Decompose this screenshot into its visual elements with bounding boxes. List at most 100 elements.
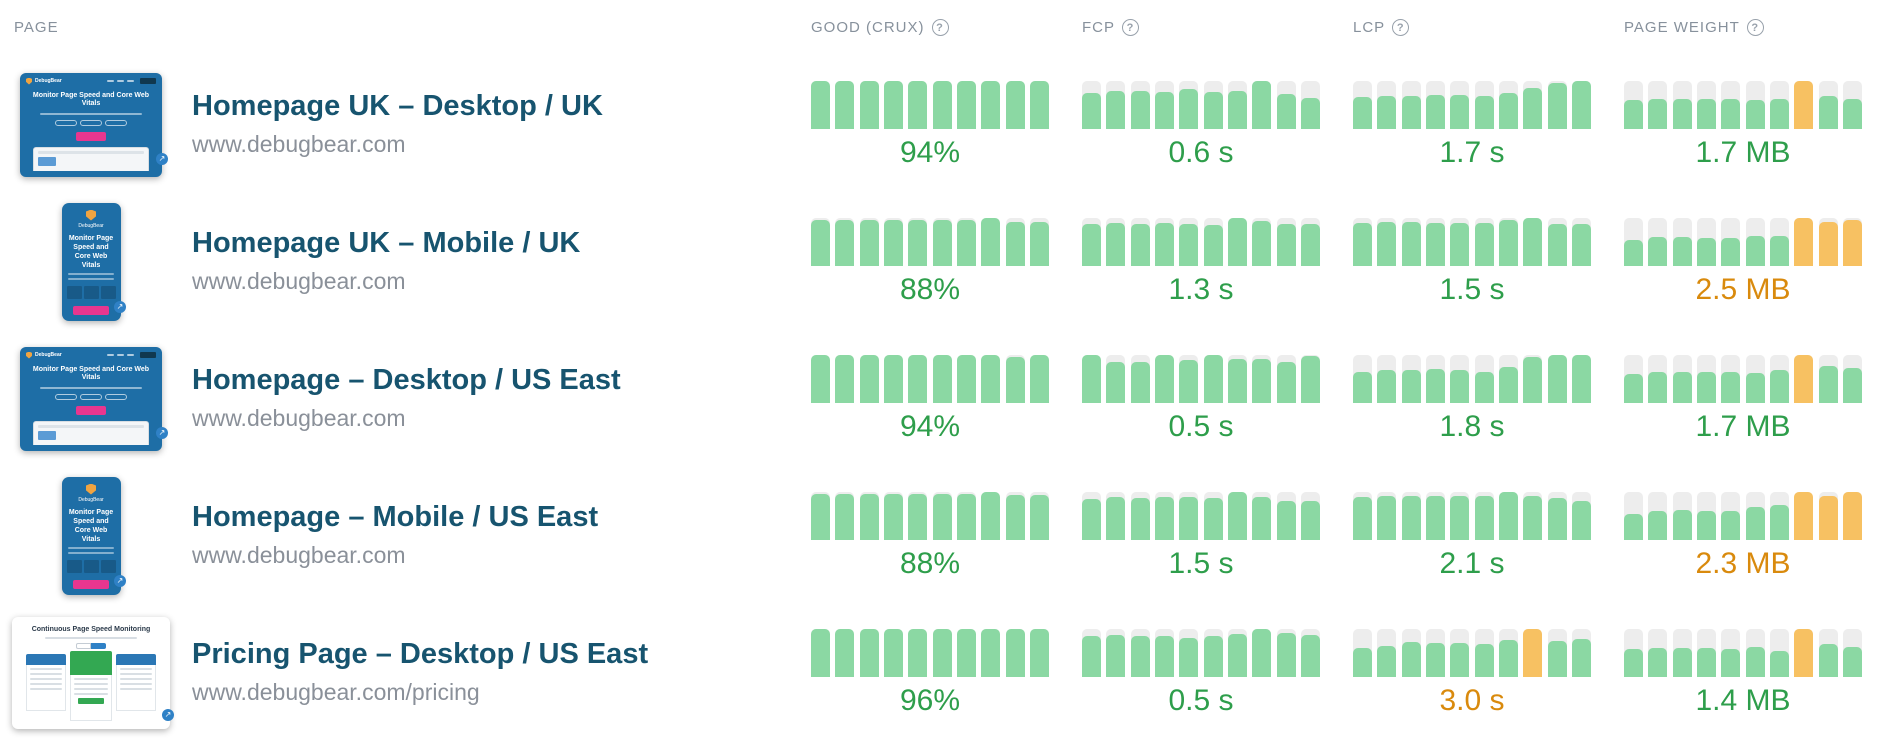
history-bar[interactable] — [1179, 355, 1199, 403]
history-bar[interactable] — [1005, 81, 1025, 129]
history-bar[interactable] — [1106, 629, 1126, 677]
history-bar[interactable] — [1547, 81, 1567, 129]
history-bar[interactable] — [1648, 492, 1668, 540]
page-row[interactable]: DebugBear Monitor Page Speed and Core We… — [0, 467, 1886, 604]
history-bar[interactable] — [1818, 355, 1838, 403]
history-bar[interactable] — [1029, 218, 1049, 266]
history-bar[interactable] — [981, 81, 1001, 129]
expand-icon[interactable]: ↗ — [114, 300, 126, 313]
history-bar[interactable] — [981, 355, 1001, 403]
history-bar[interactable] — [1721, 629, 1741, 677]
history-bar[interactable] — [1005, 355, 1025, 403]
history-bar[interactable] — [1818, 629, 1838, 677]
history-bar[interactable] — [1547, 492, 1567, 540]
history-bar[interactable] — [1029, 492, 1049, 540]
history-bar[interactable] — [1154, 492, 1174, 540]
history-bar[interactable] — [1154, 81, 1174, 129]
help-icon[interactable]: ? — [931, 19, 949, 36]
history-bar[interactable] — [1252, 629, 1272, 677]
page-row[interactable]: DebugBear Monitor Page Speed and Core We… — [0, 193, 1886, 330]
history-bar[interactable] — [1179, 492, 1199, 540]
history-bar[interactable] — [1547, 218, 1567, 266]
help-icon[interactable]: ? — [1746, 19, 1764, 36]
history-bar[interactable] — [1401, 492, 1421, 540]
history-bar[interactable] — [811, 81, 830, 129]
history-bar[interactable] — [1672, 218, 1692, 266]
expand-icon[interactable]: ↗ — [156, 426, 168, 439]
history-bar[interactable] — [1842, 492, 1862, 540]
history-bar[interactable] — [1401, 355, 1421, 403]
history-bar[interactable] — [1571, 629, 1591, 677]
history-bar[interactable] — [1745, 218, 1765, 266]
history-bar[interactable] — [1300, 218, 1320, 266]
history-bar[interactable] — [1353, 492, 1372, 540]
history-bar[interactable] — [1203, 81, 1223, 129]
history-bar[interactable] — [1005, 492, 1025, 540]
history-bar[interactable] — [1571, 218, 1591, 266]
history-bar[interactable] — [1745, 492, 1765, 540]
history-bar[interactable] — [883, 355, 903, 403]
history-bar[interactable] — [1353, 629, 1372, 677]
history-bar[interactable] — [908, 492, 928, 540]
history-bar[interactable] — [1377, 218, 1397, 266]
history-bar[interactable] — [1474, 81, 1494, 129]
history-bar[interactable] — [1401, 629, 1421, 677]
history-bar[interactable] — [883, 81, 903, 129]
history-bar[interactable] — [1523, 355, 1543, 403]
page-thumbnail[interactable]: DebugBear Monitor Page Speed and Core We… — [0, 476, 182, 595]
history-bar[interactable] — [1672, 629, 1692, 677]
history-bar[interactable] — [981, 492, 1001, 540]
history-bar[interactable] — [908, 81, 928, 129]
history-bar[interactable] — [1377, 81, 1397, 129]
history-bar[interactable] — [1842, 355, 1862, 403]
history-bar[interactable] — [835, 492, 855, 540]
history-bar[interactable] — [981, 218, 1001, 266]
page-row[interactable]: Continuous Page Speed Monitoring — [0, 604, 1886, 741]
history-bar[interactable] — [956, 629, 976, 677]
history-bar[interactable] — [1082, 81, 1101, 129]
history-bar[interactable] — [1130, 629, 1150, 677]
expand-icon[interactable]: ↗ — [162, 708, 174, 721]
history-bar[interactable] — [1696, 355, 1716, 403]
history-bar[interactable] — [1696, 492, 1716, 540]
history-bar[interactable] — [1276, 218, 1296, 266]
history-bar[interactable] — [1624, 355, 1643, 403]
history-bar[interactable] — [811, 492, 830, 540]
page-title[interactable]: Homepage UK – Mobile / UK — [192, 227, 581, 260]
history-bar[interactable] — [811, 355, 830, 403]
history-bar[interactable] — [1672, 81, 1692, 129]
history-bar[interactable] — [835, 355, 855, 403]
history-bar[interactable] — [1276, 629, 1296, 677]
history-bar[interactable] — [1648, 81, 1668, 129]
history-bar[interactable] — [1624, 492, 1643, 540]
history-bar[interactable] — [1082, 629, 1101, 677]
history-bar[interactable] — [1401, 81, 1421, 129]
page-row[interactable]: DebugBear Monitor Page Speed and Core We… — [0, 56, 1886, 193]
history-bar[interactable] — [932, 218, 952, 266]
page-title[interactable]: Homepage UK – Desktop / UK — [192, 90, 603, 123]
history-bar[interactable] — [1547, 629, 1567, 677]
page-title[interactable]: Pricing Page – Desktop / US East — [192, 638, 649, 671]
history-bar[interactable] — [1696, 629, 1716, 677]
history-bar[interactable] — [1154, 218, 1174, 266]
history-bar[interactable] — [1794, 629, 1814, 677]
history-bar[interactable] — [1082, 218, 1101, 266]
history-bar[interactable] — [1571, 355, 1591, 403]
history-bar[interactable] — [1450, 218, 1470, 266]
history-bar[interactable] — [1794, 492, 1814, 540]
history-bar[interactable] — [859, 492, 879, 540]
history-bar[interactable] — [908, 218, 928, 266]
history-bar[interactable] — [1227, 355, 1247, 403]
history-bar[interactable] — [1425, 629, 1445, 677]
history-bar[interactable] — [1179, 629, 1199, 677]
history-bar[interactable] — [1769, 81, 1789, 129]
history-bar[interactable] — [1498, 218, 1518, 266]
history-bar[interactable] — [1498, 81, 1518, 129]
history-bar[interactable] — [1179, 218, 1199, 266]
history-bar[interactable] — [1227, 492, 1247, 540]
history-bar[interactable] — [883, 492, 903, 540]
history-bar[interactable] — [908, 355, 928, 403]
history-bar[interactable] — [1300, 492, 1320, 540]
history-bar[interactable] — [1769, 355, 1789, 403]
history-bar[interactable] — [1624, 629, 1643, 677]
